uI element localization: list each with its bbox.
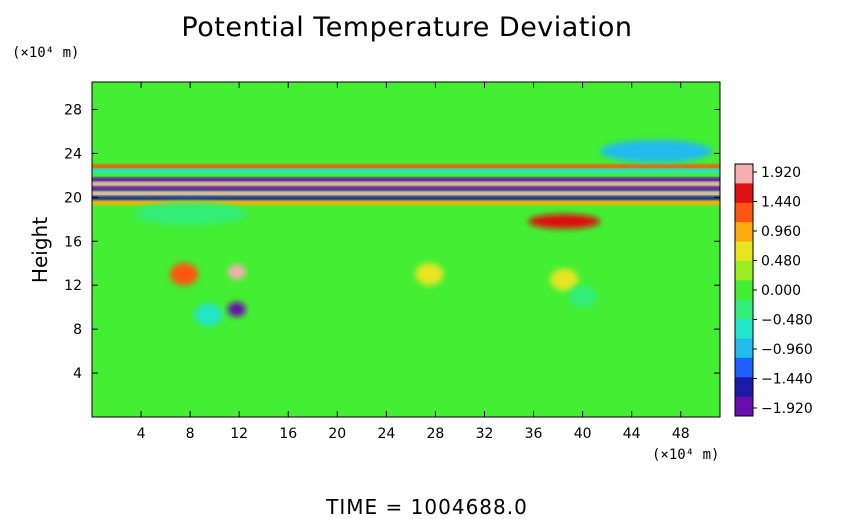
colorbar: 1.920 1.440 0.960 0.480 0.000 −0.480 −0.960 −1.… <box>734 163 813 417</box>
time-readout: TIME = 1004688.0 <box>326 495 528 519</box>
x-tick-label: 20 <box>328 426 346 442</box>
heatmap-feature <box>550 268 579 291</box>
heatmap-band <box>92 181 720 187</box>
time-value: 1004688.0 <box>410 495 528 519</box>
heatmap-feature <box>134 202 247 226</box>
plot-frame <box>91 81 721 418</box>
x-tick-label: 4 <box>137 426 146 442</box>
time-label: TIME <box>326 495 379 519</box>
heatmap-feature <box>227 264 246 280</box>
x-tick-label: 32 <box>476 426 494 442</box>
colorbar-swatch <box>735 396 753 417</box>
x-tick-label: 8 <box>186 426 195 442</box>
colorbar-swatch <box>735 377 753 398</box>
y-tick-label: 28 <box>64 102 82 118</box>
colorbar-swatch <box>735 319 753 339</box>
heatmap-feature <box>568 284 597 308</box>
colorbar-tick-label: −1.440 <box>761 372 813 388</box>
x-tick-label: 48 <box>672 426 690 442</box>
colorbar-tick-label: 1.920 <box>761 165 801 181</box>
x-tick-label: 44 <box>623 426 641 442</box>
y-tick-label: 12 <box>64 278 82 294</box>
colorbar-tick-label: 0.480 <box>761 254 801 270</box>
colorbar-swatch <box>735 260 753 281</box>
y-tick-label: 4 <box>73 366 82 382</box>
y-tick-label: 16 <box>64 234 82 250</box>
x-tick-label: 12 <box>230 426 248 442</box>
colorbar-swatch <box>735 357 753 378</box>
colorbar-swatch <box>735 338 753 359</box>
colorbar-tick-label: 1.440 <box>761 195 801 211</box>
x-tick-label: 36 <box>525 426 543 442</box>
heatmap-band <box>92 200 720 206</box>
heatmap-plot-area <box>91 81 721 418</box>
heatmap-band <box>92 168 720 174</box>
x-tick-label: 16 <box>279 426 297 442</box>
chart-title: Potential Temperature Deviation <box>181 12 633 43</box>
colorbar-tick-label: 0.000 <box>761 283 801 299</box>
colorbar-swatch <box>735 222 753 243</box>
heatmap-band <box>92 164 720 170</box>
colorbar-tick-label: −0.480 <box>761 313 813 329</box>
y-axis-unit: (×10⁴ m) <box>12 45 80 61</box>
heatmap-content <box>92 82 720 417</box>
colorbar-tick-label: −1.920 <box>761 401 813 417</box>
heatmap-band <box>92 191 720 197</box>
x-tick-label: 24 <box>377 426 395 442</box>
colorbar-swatch <box>735 164 753 184</box>
heatmap-feature <box>169 263 198 286</box>
heatmap-background <box>92 82 720 417</box>
colorbar-swatch <box>735 299 753 320</box>
heatmap-feature <box>227 302 246 317</box>
heatmap-band <box>92 177 720 183</box>
colorbar-swatch <box>735 202 753 223</box>
colorbar-swatch <box>735 241 753 262</box>
heatmap-feature <box>415 263 444 286</box>
colorbar-tick-label: 0.960 <box>761 224 801 240</box>
colorbar-swatch <box>735 280 753 301</box>
x-tick-label: 28 <box>427 426 445 442</box>
y-tick-label: 8 <box>73 322 82 338</box>
x-axis-unit: (×10⁴ m) <box>652 447 720 463</box>
heatmap-band <box>92 186 720 192</box>
heatmap-band <box>92 195 720 201</box>
colorbar-tick-label: −0.960 <box>761 342 813 358</box>
y-tick-label: 20 <box>64 190 82 206</box>
y-tick-label: 24 <box>64 146 82 162</box>
colorbar-swatch <box>735 183 753 204</box>
heatmap-feature <box>528 214 601 229</box>
heatmap-feature <box>194 303 223 327</box>
heatmap-feature <box>600 139 713 163</box>
x-tick-label: 40 <box>574 426 592 442</box>
